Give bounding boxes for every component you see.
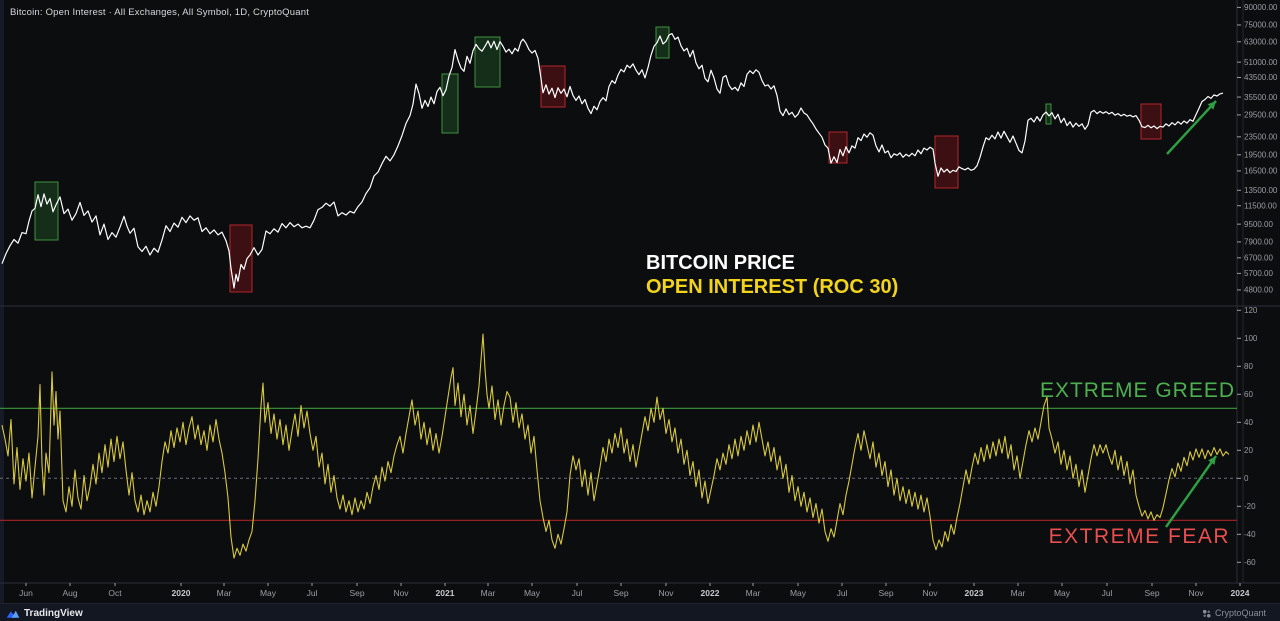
price-tick-label: 7900.00 xyxy=(1244,238,1273,247)
bullish-highlight-box xyxy=(474,36,501,88)
time-tick-label: Mar xyxy=(481,588,496,598)
time-tick-label: Nov xyxy=(922,588,938,598)
oi-tick-label: -40 xyxy=(1244,530,1256,539)
time-tick-label: May xyxy=(1054,588,1071,598)
tradingview-mountain-icon xyxy=(6,610,20,618)
price-tick-label: 13500.00 xyxy=(1244,186,1278,195)
price-tick-label: 35500.00 xyxy=(1244,93,1278,102)
time-tick-label: Jun xyxy=(19,588,33,598)
price-tick-label: 90000.00 xyxy=(1244,3,1278,12)
extreme-fear-label: EXTREME FEAR xyxy=(1048,525,1230,548)
oi-tick-label: 0 xyxy=(1244,474,1249,483)
time-tick-label: Sep xyxy=(349,588,364,598)
time-tick-label: May xyxy=(524,588,541,598)
cryptoquant-logo[interactable]: CryptoQuant xyxy=(1202,608,1266,618)
price-tick-label: 6700.00 xyxy=(1244,254,1273,263)
price-tick-label: 75000.00 xyxy=(1244,21,1278,30)
time-tick-label: 2020 xyxy=(172,588,191,598)
oi-tick-label: 40 xyxy=(1244,418,1253,427)
time-tick-label: Nov xyxy=(1188,588,1204,598)
price-tick-label: 43500.00 xyxy=(1244,73,1278,82)
price-tick-label: 29500.00 xyxy=(1244,111,1278,120)
time-tick-label: Mar xyxy=(217,588,232,598)
time-tick-label: Sep xyxy=(613,588,628,598)
oi-tick-label: -20 xyxy=(1244,502,1256,511)
oi-tick-label: 20 xyxy=(1244,446,1253,455)
time-tick-label: Mar xyxy=(1011,588,1026,598)
time-tick-label: Mar xyxy=(746,588,761,598)
time-tick-label: Jul xyxy=(572,588,583,598)
tradingview-label: TradingView xyxy=(24,607,83,619)
time-tick-label: May xyxy=(790,588,807,598)
oi-pane-up-arrow xyxy=(1165,455,1217,528)
cryptoquant-label: CryptoQuant xyxy=(1214,608,1266,618)
oi-pane-up-arrow-head xyxy=(1208,456,1216,465)
oi-tick-label: 60 xyxy=(1244,390,1253,399)
time-tick-label: May xyxy=(260,588,277,598)
price-tick-label: 11500.00 xyxy=(1244,201,1277,210)
price-tick-label: 51000.00 xyxy=(1244,58,1278,67)
symbol-title: Bitcoin: Open Interest · All Exchanges, … xyxy=(10,7,310,18)
cryptoquant-icon xyxy=(1202,609,1211,618)
time-tick-label: Sep xyxy=(1144,588,1159,598)
price-tick-label: 63000.00 xyxy=(1244,37,1278,46)
oi-roc-line xyxy=(1,333,1230,559)
time-tick-label: 2024 xyxy=(1231,588,1250,598)
time-tick-label: Jul xyxy=(1102,588,1113,598)
price-tick-label: 9500.00 xyxy=(1244,220,1273,229)
time-tick-label: 2022 xyxy=(701,588,720,598)
oi-tick-label: 120 xyxy=(1244,306,1258,315)
oi-tick-label: -60 xyxy=(1244,558,1256,567)
bearish-highlight-box xyxy=(1140,103,1162,140)
oi-tick-label: 80 xyxy=(1244,362,1253,371)
price-pane-up-arrow xyxy=(1166,100,1217,155)
time-tick-label: Nov xyxy=(393,588,409,598)
extreme-greed-label: EXTREME GREED xyxy=(1039,379,1235,402)
oi-tick-label: 100 xyxy=(1244,334,1258,343)
open-interest-annotation: OPEN INTEREST (ROC 30) xyxy=(646,276,899,298)
time-tick-label: 2023 xyxy=(965,588,984,598)
time-tick-label: Aug xyxy=(62,588,77,598)
price-tick-label: 16500.00 xyxy=(1244,167,1278,176)
price-tick-label: 5700.00 xyxy=(1244,269,1273,278)
price-pane-up-arrow-head xyxy=(1207,101,1216,110)
price-tick-label: 23500.00 xyxy=(1244,133,1278,142)
time-tick-label: Sep xyxy=(878,588,893,598)
bullish-highlight-box xyxy=(34,181,59,241)
bearish-highlight-box xyxy=(540,65,566,108)
time-tick-label: Oct xyxy=(108,588,122,598)
bullish-highlight-box xyxy=(441,73,459,134)
btc-price-line xyxy=(1,32,1224,289)
bottom-bar: TradingView CryptoQuant xyxy=(0,603,1280,621)
time-tick-label: Jul xyxy=(837,588,848,598)
time-tick-label: Jul xyxy=(307,588,318,598)
tradingview-logo[interactable]: TradingView xyxy=(6,608,83,619)
bitcoin-price-annotation: BITCOIN PRICE xyxy=(646,252,795,274)
price-tick-label: 4800.00 xyxy=(1244,286,1273,295)
time-tick-label: 2021 xyxy=(436,588,455,598)
left-edge-strip xyxy=(0,0,4,603)
price-tick-label: 19500.00 xyxy=(1244,151,1278,160)
time-tick-label: Nov xyxy=(658,588,674,598)
bearish-highlight-box xyxy=(934,135,959,189)
